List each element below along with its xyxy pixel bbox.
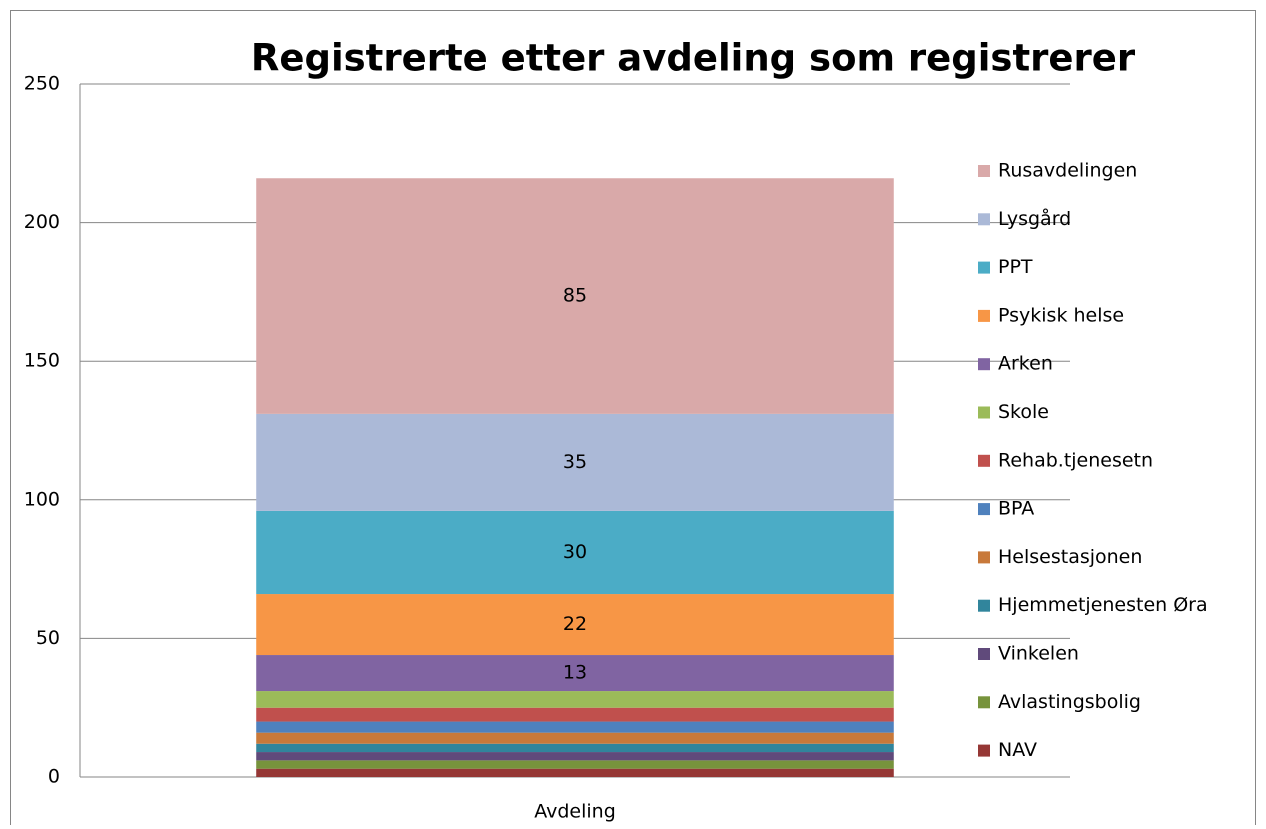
bar-segment (256, 655, 894, 692)
legend-label: NAV (998, 739, 1037, 761)
bar-segment (256, 691, 894, 708)
chart-title: Registrerte etter avdeling som registrer… (251, 37, 1136, 80)
legend-swatch (978, 406, 990, 419)
x-tick-label: Avdeling (534, 801, 616, 823)
legend-swatch (978, 744, 990, 757)
data-label: 85 (563, 285, 587, 307)
bar-segment (256, 752, 894, 761)
legend-label: Vinkelen (998, 643, 1079, 665)
data-label: 35 (563, 451, 587, 473)
data-label: 22 (563, 613, 587, 635)
data-label: 13 (563, 662, 587, 684)
legend-label: Rehab.tjenesetn (998, 449, 1153, 471)
legend-label: Arken (998, 353, 1053, 375)
bar-segment (256, 510, 894, 595)
legend-swatch (978, 309, 990, 322)
bar-segment (256, 707, 894, 722)
legend-swatch (978, 599, 990, 612)
legend-swatch (978, 551, 990, 564)
bar-segment (256, 732, 894, 744)
y-tick-label: 0 (48, 766, 60, 788)
bar-segment (256, 178, 894, 414)
legend-swatch (978, 454, 990, 467)
bar-segment (256, 721, 894, 733)
bar-segment (256, 413, 894, 511)
data-label: 30 (563, 541, 587, 563)
legend-swatch (978, 358, 990, 371)
legend-swatch (978, 213, 990, 226)
legend-label: Avlastingsbolig (998, 691, 1141, 713)
legend-label: Rusavdelingen (998, 160, 1137, 182)
legend-swatch (978, 165, 990, 177)
bar-segment (256, 594, 894, 656)
legend-label: Lysgård (998, 207, 1071, 230)
legend-swatch (978, 696, 990, 709)
y-tick-label: 50 (36, 627, 60, 649)
legend-label: PPT (998, 256, 1033, 278)
legend-swatch (978, 261, 990, 274)
bar-segment (256, 743, 894, 753)
legend-label: BPA (998, 498, 1034, 520)
legend-swatch (978, 648, 990, 660)
y-tick-label: 150 (24, 350, 60, 372)
y-tick-label: 200 (24, 211, 60, 233)
bar-segment (256, 760, 894, 769)
legend-label: Skole (998, 401, 1049, 423)
y-tick-label: 100 (24, 488, 60, 510)
legend-label: Helsestasjonen (998, 546, 1142, 568)
legend-label: Hjemmetjenesten Øra (998, 594, 1208, 616)
y-tick-label: 250 (24, 73, 60, 95)
legend-swatch (978, 503, 990, 516)
bar-segment (256, 768, 894, 777)
legend-label: Psykisk helse (998, 304, 1124, 326)
